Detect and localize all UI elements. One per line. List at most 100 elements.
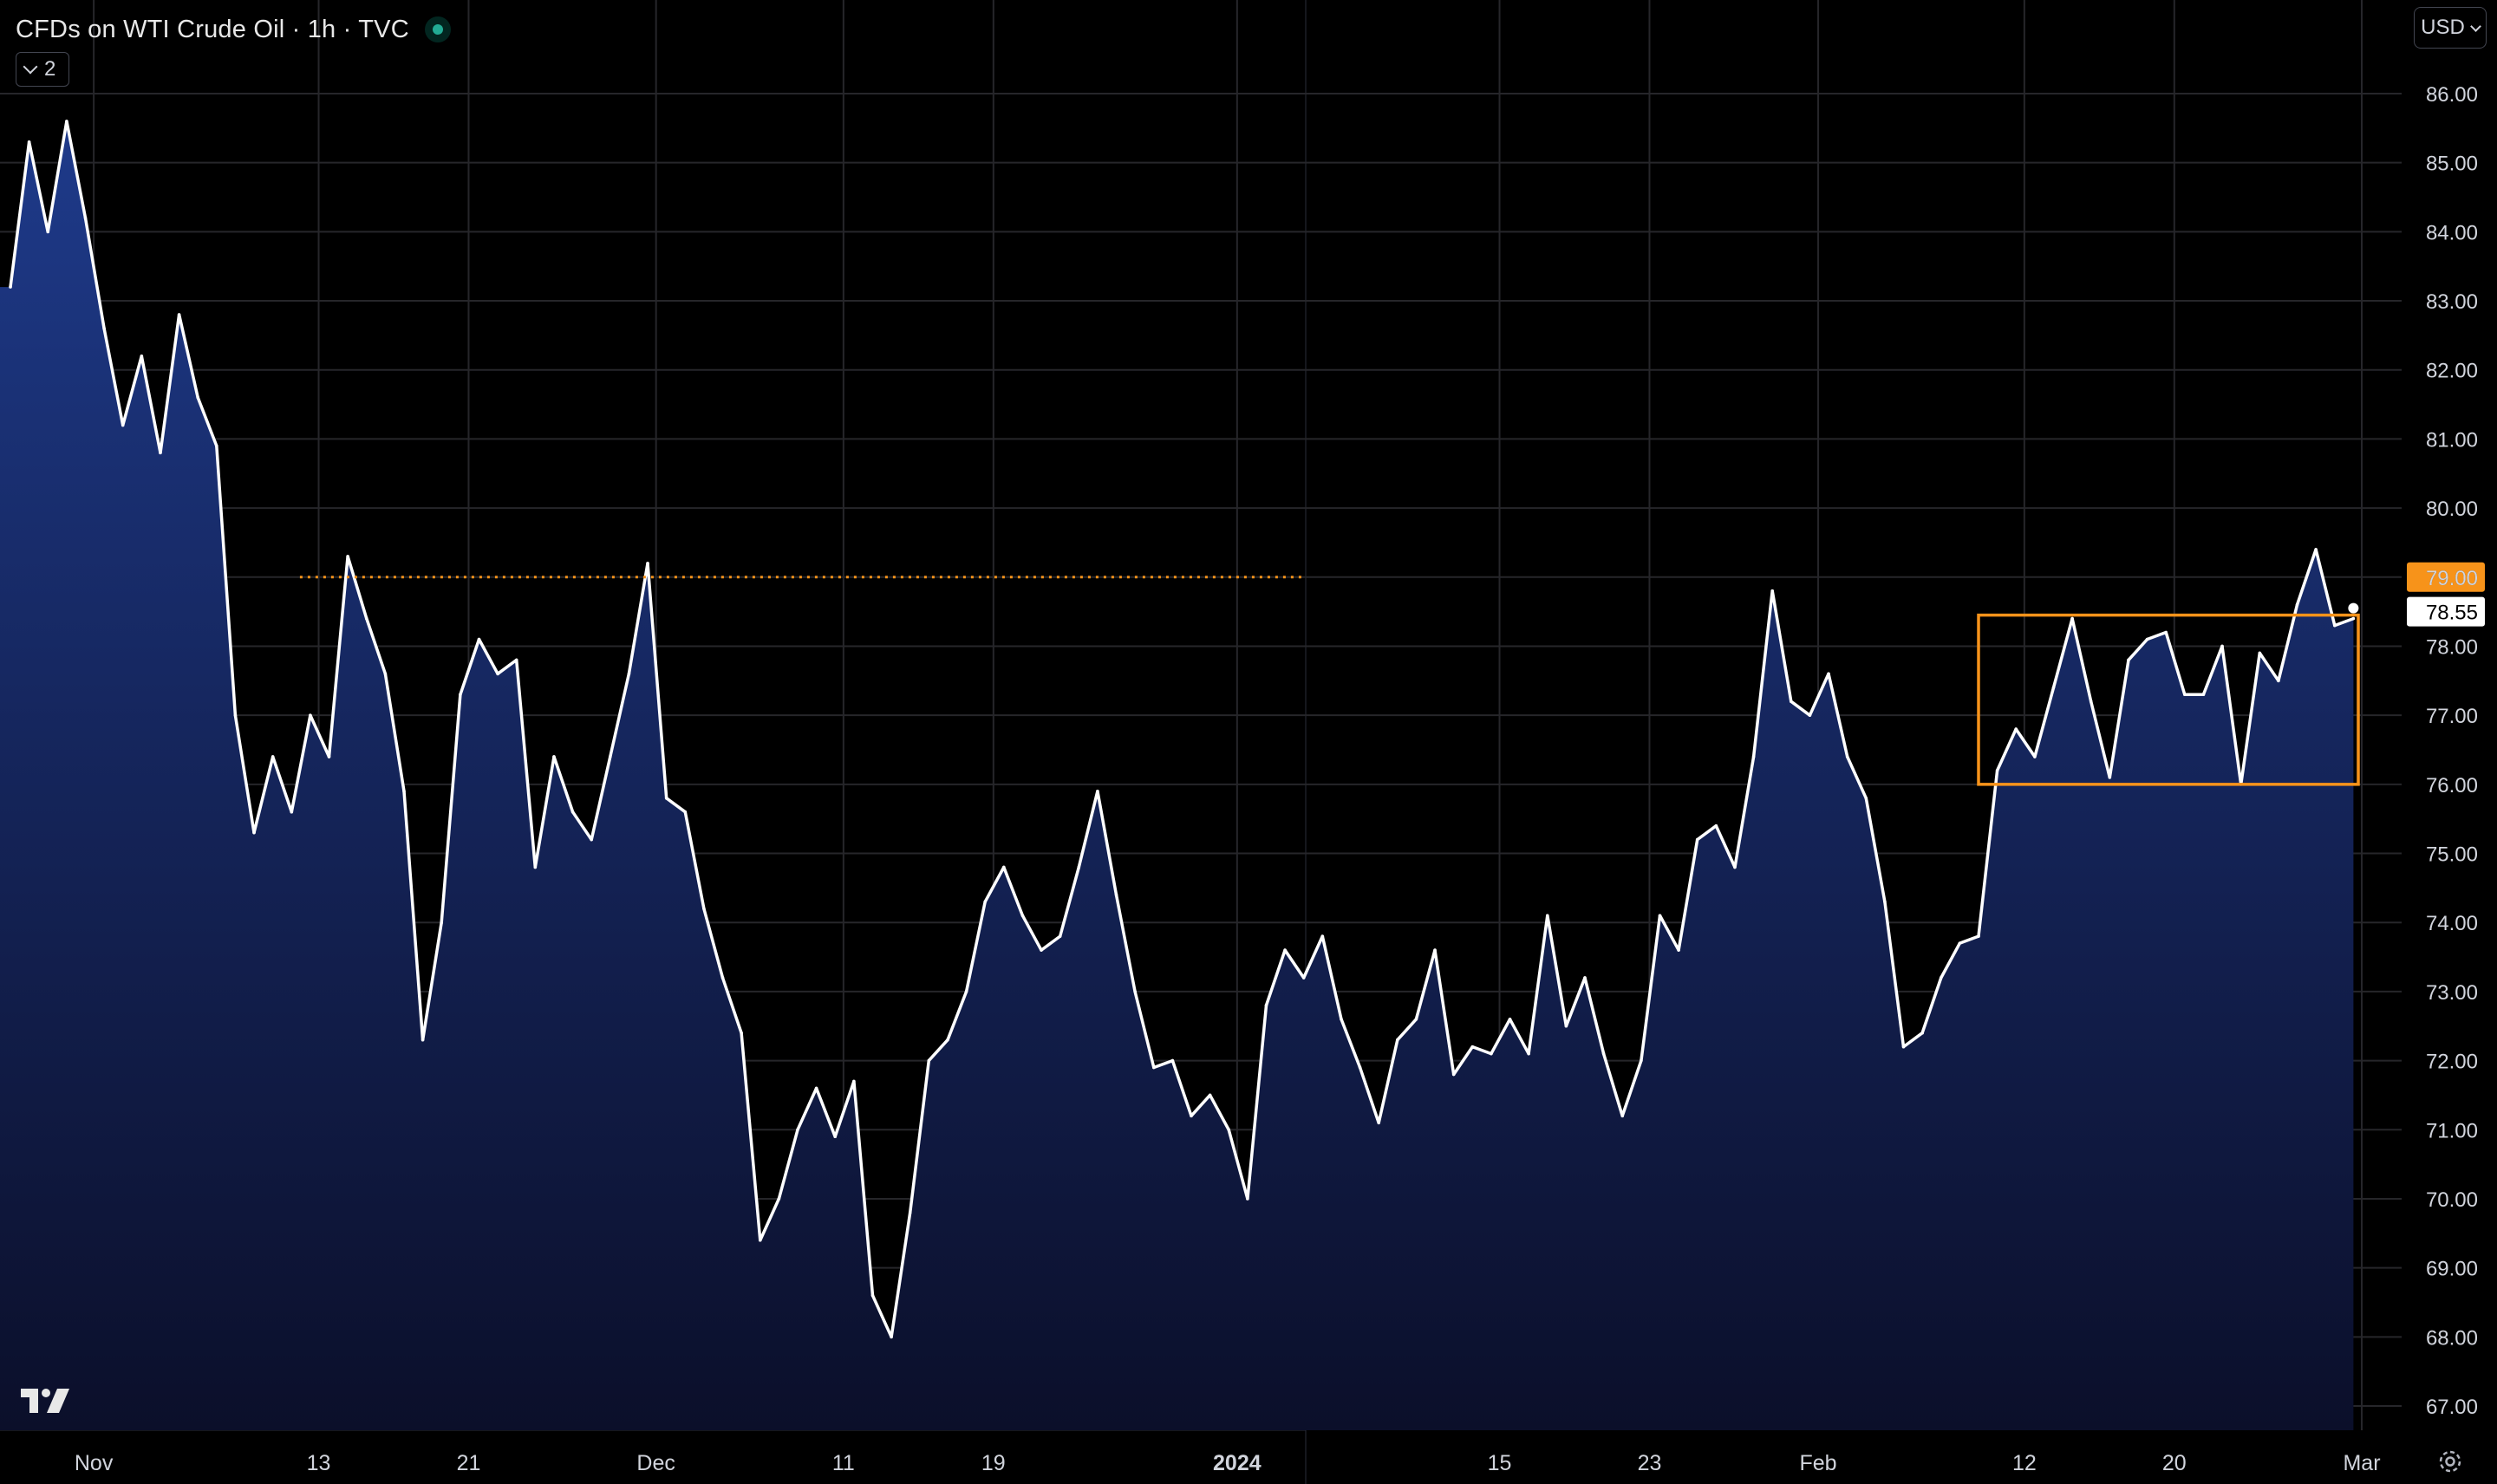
x-tick-label: 21 — [457, 1451, 481, 1475]
data-point — [1227, 1128, 1231, 1132]
symbol-title[interactable]: CFDs on WTI Crude Oil · 1h · TVC — [16, 15, 409, 43]
data-point — [1433, 948, 1437, 952]
data-point — [590, 837, 593, 842]
data-point — [1151, 1065, 1156, 1070]
data-point — [2183, 693, 2187, 697]
data-point — [27, 140, 31, 144]
data-point — [1958, 941, 1962, 945]
data-point — [140, 355, 144, 358]
x-tick-label: Feb — [1800, 1451, 1837, 1475]
data-point — [1901, 1045, 1906, 1049]
data-point — [1827, 672, 1830, 676]
resistance-level: 79.00 — [299, 562, 2485, 592]
data-point — [1133, 990, 1137, 993]
data-point — [1096, 790, 1099, 793]
x-tick-label: 20 — [2162, 1451, 2187, 1475]
data-point — [609, 755, 612, 758]
data-point — [570, 810, 575, 814]
data-point — [1751, 755, 1756, 758]
data-point — [9, 285, 12, 289]
gear-icon[interactable] — [2435, 1446, 2466, 1477]
data-point — [1002, 865, 1006, 869]
data-point — [1864, 796, 1868, 800]
data-point — [2033, 755, 2037, 758]
data-point — [2070, 616, 2074, 621]
data-point — [1170, 1058, 1175, 1063]
data-point — [720, 976, 725, 980]
data-point — [1939, 976, 1943, 980]
currency-button[interactable]: USD — [2414, 7, 2487, 49]
data-point — [2127, 658, 2130, 662]
x-tick-label: Dec — [636, 1451, 675, 1475]
x-tick-label: 15 — [1488, 1451, 1512, 1475]
data-point — [46, 230, 50, 234]
y-tick-label: 67.00 — [2426, 1396, 2478, 1419]
tradingview-logo-icon[interactable] — [19, 1383, 75, 1418]
data-point — [1077, 865, 1081, 869]
data-point — [1583, 976, 1587, 980]
x-tick-label: 13 — [307, 1451, 331, 1475]
chart-header: CFDs on WTI Crude Oil · 1h · TVC — [16, 12, 451, 47]
area-fill-path — [0, 120, 2354, 1430]
data-point — [2164, 630, 2168, 635]
data-point — [2258, 651, 2262, 655]
data-point — [796, 1128, 799, 1132]
data-point — [421, 1038, 425, 1042]
data-point — [1601, 1051, 1606, 1056]
y-tick-label: 78.00 — [2426, 635, 2478, 659]
y-tick-label: 81.00 — [2426, 428, 2478, 452]
data-point — [946, 1038, 949, 1042]
data-point — [1620, 1114, 1625, 1118]
data-point — [177, 313, 181, 316]
data-point — [1190, 1114, 1193, 1118]
data-point — [1733, 865, 1737, 869]
range-box[interactable] — [1977, 613, 2360, 786]
data-point — [1246, 1197, 1249, 1201]
data-point — [870, 1293, 875, 1298]
data-point — [740, 1031, 743, 1035]
data-point — [1545, 914, 1549, 918]
data-point — [1658, 914, 1662, 918]
data-point — [346, 555, 349, 558]
y-tick-label: 68.00 — [2426, 1326, 2478, 1350]
chevron-down-icon — [23, 59, 38, 75]
y-tick-label: 76.00 — [2426, 774, 2478, 797]
data-point — [664, 796, 668, 800]
data-point — [2145, 637, 2149, 641]
chevron-down-icon — [2469, 20, 2481, 32]
indicators-toggle-button[interactable]: 2 — [16, 52, 69, 87]
data-point — [271, 755, 275, 758]
y-tick-label: 83.00 — [2426, 290, 2478, 314]
data-point — [1790, 700, 1793, 704]
data-point — [402, 790, 406, 793]
x-tick-label: 19 — [981, 1451, 1006, 1475]
x-tick-label: 23 — [1638, 1451, 1662, 1475]
data-point — [1377, 1121, 1380, 1125]
data-point — [1301, 976, 1306, 980]
price-line-path — [9, 120, 2355, 1339]
data-point — [102, 327, 106, 330]
range-rectangle[interactable] — [1977, 613, 2360, 786]
data-point — [233, 713, 238, 717]
market-status-icon — [424, 16, 451, 42]
data-point — [309, 713, 312, 717]
data-point — [1283, 948, 1287, 952]
data-point — [533, 865, 538, 869]
data-point — [2201, 693, 2206, 697]
y-tick-label: 71.00 — [2426, 1119, 2478, 1142]
y-tick-label: 79.00 — [2426, 567, 2478, 590]
data-point — [758, 1238, 762, 1242]
data-point — [1695, 837, 1699, 842]
data-point — [1640, 1058, 1643, 1063]
data-point — [683, 810, 688, 814]
data-point — [2314, 548, 2318, 551]
data-point — [290, 810, 294, 814]
data-point — [1564, 1024, 1568, 1028]
last-price-tag — [2407, 596, 2485, 627]
data-point — [833, 1135, 838, 1139]
data-point — [83, 216, 88, 220]
y-tick-label: 86.00 — [2426, 83, 2478, 107]
data-point — [159, 451, 162, 455]
data-point — [1040, 948, 1043, 952]
